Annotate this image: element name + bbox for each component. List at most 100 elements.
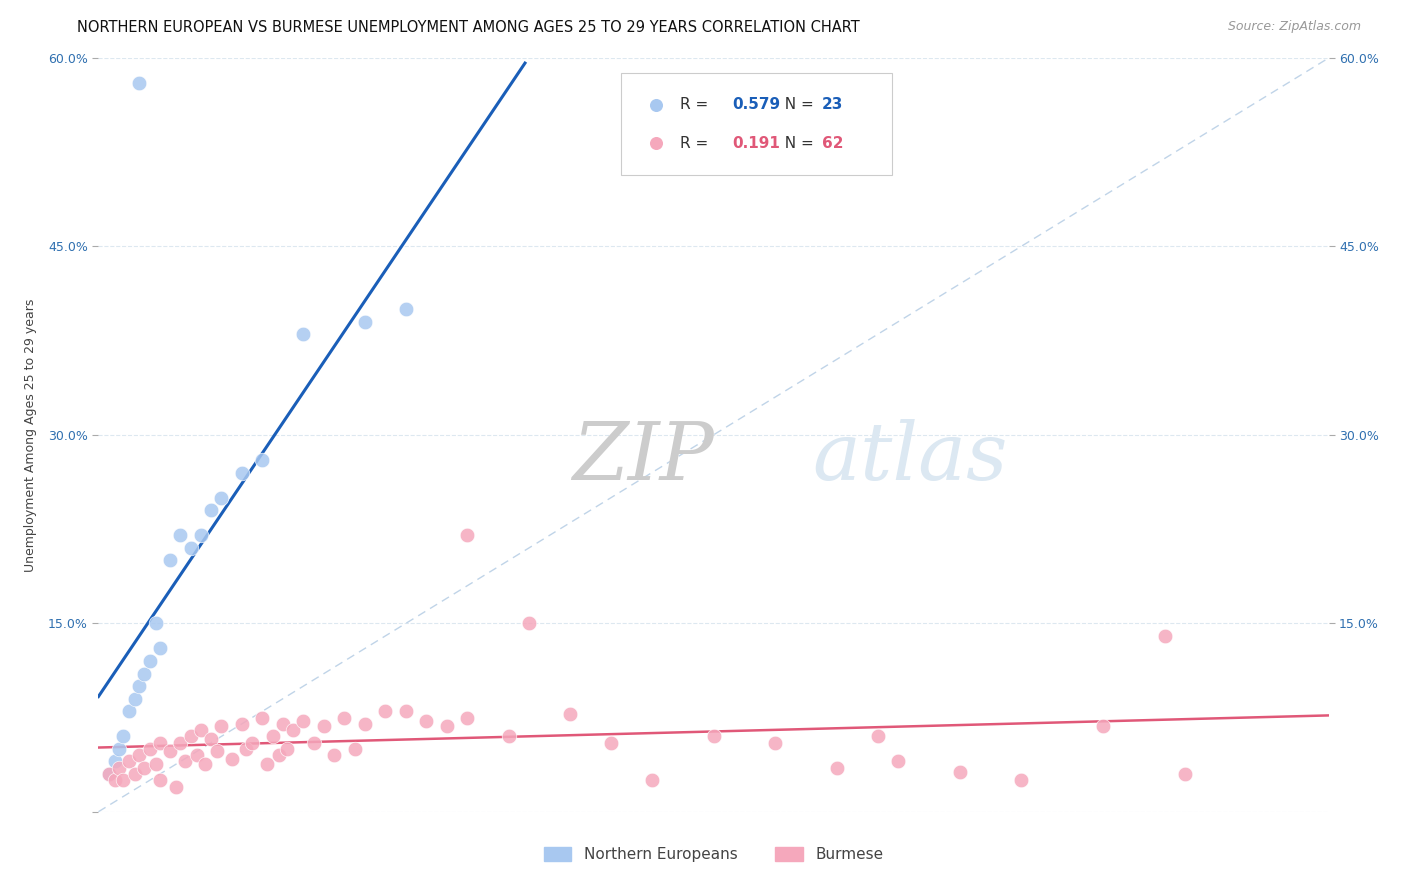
Point: [231, 716, 253, 731]
Point: [1010, 773, 1032, 788]
Point: [323, 748, 346, 763]
Text: NORTHERN EUROPEAN VS BURMESE UNEMPLOYMENT AMONG AGES 25 TO 29 YEARS CORRELATION : NORTHERN EUROPEAN VS BURMESE UNEMPLOYMEN…: [77, 20, 860, 35]
Point: [262, 730, 284, 744]
Point: [354, 716, 377, 731]
Point: [190, 723, 212, 737]
Point: [1174, 767, 1197, 781]
Point: [138, 654, 160, 668]
Text: N =: N =: [775, 97, 818, 112]
Point: [159, 553, 181, 567]
FancyBboxPatch shape: [621, 73, 891, 175]
Y-axis label: Unemployment Among Ages 25 to 29 years: Unemployment Among Ages 25 to 29 years: [24, 298, 37, 572]
Point: [145, 616, 167, 631]
Text: R =: R =: [681, 136, 718, 151]
Point: [374, 704, 396, 718]
Point: [231, 466, 253, 480]
Point: [132, 666, 155, 681]
Point: [194, 756, 217, 771]
Point: [190, 528, 212, 542]
Point: [395, 704, 418, 718]
Point: [104, 773, 127, 788]
Point: [112, 773, 135, 788]
Point: [283, 723, 305, 737]
Legend: Northern Europeans, Burmese: Northern Europeans, Burmese: [537, 841, 890, 868]
Point: [252, 453, 274, 467]
Point: [159, 744, 181, 758]
Point: [887, 755, 910, 769]
Point: [149, 641, 172, 656]
Point: [149, 736, 172, 750]
Point: [415, 714, 437, 729]
Text: 62: 62: [821, 136, 844, 151]
Text: Source: ZipAtlas.com: Source: ZipAtlas.com: [1227, 20, 1361, 33]
Point: [97, 767, 120, 781]
Point: [558, 706, 581, 721]
Text: 0.191: 0.191: [733, 136, 780, 151]
Point: [132, 761, 155, 775]
Point: [256, 756, 278, 771]
Point: [267, 748, 290, 763]
Point: [165, 780, 187, 794]
Point: [949, 764, 972, 779]
Point: [108, 761, 131, 775]
Point: [354, 315, 377, 329]
Point: [169, 736, 191, 750]
Point: [97, 767, 120, 781]
Point: [138, 742, 160, 756]
Point: [173, 755, 195, 769]
Point: [118, 704, 141, 718]
Point: [436, 719, 458, 733]
Point: [292, 327, 315, 342]
Point: [457, 528, 479, 542]
Point: [271, 716, 294, 731]
Point: [1092, 719, 1115, 733]
Point: [517, 616, 540, 631]
Text: atlas: atlas: [813, 418, 1007, 496]
Point: [108, 742, 131, 756]
Point: [343, 742, 366, 756]
Point: [302, 736, 325, 750]
Point: [276, 742, 298, 756]
Point: [211, 719, 233, 733]
Text: 23: 23: [821, 97, 844, 112]
Point: [128, 679, 150, 693]
Point: [180, 730, 202, 744]
Point: [180, 541, 202, 555]
Point: [221, 752, 243, 766]
Point: [149, 773, 172, 788]
Point: [703, 730, 725, 744]
Point: [252, 710, 274, 724]
Point: [124, 767, 146, 781]
Point: [312, 719, 335, 733]
Point: [292, 714, 315, 729]
Point: [104, 755, 127, 769]
Point: [866, 730, 889, 744]
Point: [240, 736, 263, 750]
Point: [1153, 629, 1175, 643]
Point: [112, 730, 135, 744]
Point: [641, 773, 664, 788]
Point: [333, 710, 356, 724]
Point: [395, 302, 418, 317]
Point: [457, 710, 479, 724]
Point: [186, 748, 208, 763]
Point: [211, 491, 233, 505]
Point: [498, 730, 520, 744]
Point: [118, 755, 141, 769]
Point: [825, 761, 848, 775]
Point: [763, 736, 786, 750]
Text: 0.579: 0.579: [733, 97, 780, 112]
Point: [200, 731, 222, 746]
Text: ZIP: ZIP: [572, 418, 714, 496]
Point: [128, 76, 150, 90]
Point: [235, 742, 257, 756]
Point: [600, 736, 623, 750]
Point: [145, 756, 167, 771]
Text: N =: N =: [775, 136, 818, 151]
Point: [128, 748, 150, 763]
Point: [200, 503, 222, 517]
Point: [169, 528, 191, 542]
Text: R =: R =: [681, 97, 713, 112]
Point: [207, 744, 229, 758]
Point: [124, 691, 146, 706]
